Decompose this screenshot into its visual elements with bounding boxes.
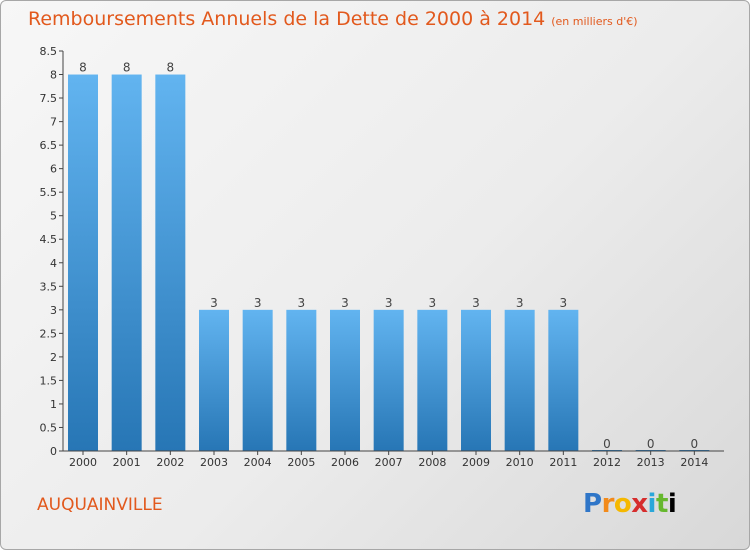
bar — [504, 309, 535, 451]
bar — [111, 74, 142, 451]
y-tick-label: 2.5 — [40, 327, 58, 340]
bar-value-label: 3 — [341, 296, 349, 310]
x-tick-label: 2000 — [69, 456, 97, 469]
bar-value-label: 3 — [516, 296, 524, 310]
y-tick-label: 3.5 — [40, 280, 58, 293]
x-tick-label: 2004 — [244, 456, 272, 469]
bar — [286, 309, 317, 451]
logo-letter: P — [583, 489, 602, 519]
y-tick-label: 0 — [50, 445, 57, 458]
x-tick-label: 2014 — [680, 456, 708, 469]
commune-name: AUQUAINVILLE — [37, 495, 163, 515]
bar-value-label: 3 — [385, 296, 393, 310]
x-tick-label: 2003 — [200, 456, 228, 469]
bar-value-label: 3 — [298, 296, 306, 310]
y-tick-label: 6.5 — [40, 139, 58, 152]
logo-letter: x — [631, 489, 648, 519]
bar-value-label: 3 — [429, 296, 437, 310]
bar-value-label: 0 — [647, 437, 655, 451]
logo-letter: o — [613, 489, 632, 519]
bar-value-label: 3 — [254, 296, 262, 310]
y-tick-label: 3 — [50, 304, 57, 317]
y-tick-label: 4.5 — [40, 233, 58, 246]
x-tick-label: 2008 — [418, 456, 446, 469]
bar-value-label: 3 — [472, 296, 480, 310]
y-tick-label: 6 — [50, 163, 57, 176]
bar-value-label: 3 — [210, 296, 218, 310]
x-tick-label: 2009 — [462, 456, 490, 469]
bar-value-label: 3 — [560, 296, 568, 310]
bar — [373, 309, 404, 451]
y-tick-label: 7 — [50, 116, 57, 129]
x-tick-label: 2013 — [637, 456, 665, 469]
y-tick-label: 4 — [50, 257, 57, 270]
bar-value-label: 0 — [603, 437, 611, 451]
bar-value-label: 0 — [691, 437, 699, 451]
chart-subtitle: (en milliers d'€) — [551, 15, 638, 28]
x-tick-label: 2012 — [593, 456, 621, 469]
y-tick-label: 5 — [50, 210, 57, 223]
bar — [155, 74, 186, 451]
y-tick-label: 8.5 — [40, 45, 58, 58]
x-tick-label: 2011 — [549, 456, 577, 469]
logo-letter: i — [647, 489, 657, 519]
logo-letter: i — [667, 489, 677, 519]
chart-title-text: Remboursements Annuels de la Dette de 20… — [28, 8, 546, 30]
y-tick-label: 7.5 — [40, 92, 58, 105]
x-tick-label: 2007 — [375, 456, 403, 469]
bar — [199, 309, 229, 451]
y-tick-label: 2 — [50, 351, 57, 364]
chart-title: Remboursements Annuels de la Dette de 20… — [28, 8, 638, 30]
x-tick-label: 2006 — [331, 456, 359, 469]
logo-letter: r — [601, 489, 615, 519]
bar-value-label: 8 — [79, 61, 87, 75]
y-tick-label: 0.5 — [40, 421, 58, 434]
logo-letter: t — [655, 489, 668, 519]
bar — [330, 309, 360, 451]
x-tick-label: 2010 — [506, 456, 534, 469]
y-tick-label: 8 — [50, 69, 57, 82]
bar — [242, 309, 273, 451]
y-tick-label: 5.5 — [40, 186, 58, 199]
bar-value-label: 8 — [123, 61, 131, 75]
bar — [68, 74, 98, 451]
y-tick-label: 1 — [50, 398, 57, 411]
bar-value-label: 8 — [167, 61, 175, 75]
x-tick-label: 2001 — [113, 456, 141, 469]
x-tick-label: 2005 — [287, 456, 315, 469]
proxiti-logo: Proxiti — [583, 489, 677, 519]
bar — [417, 309, 448, 451]
bar — [548, 309, 579, 451]
bar — [461, 309, 491, 451]
x-tick-label: 2002 — [156, 456, 184, 469]
y-tick-label: 1.5 — [40, 374, 58, 387]
